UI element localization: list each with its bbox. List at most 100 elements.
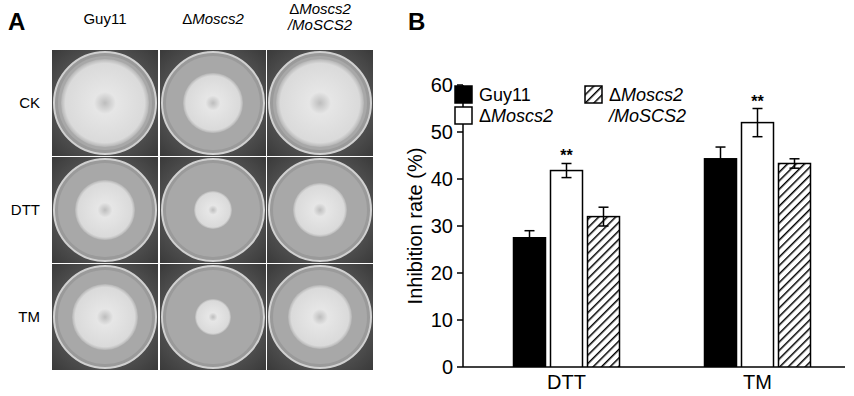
y-tick xyxy=(457,319,463,321)
bar xyxy=(779,163,811,367)
plate-background xyxy=(52,157,158,263)
colony xyxy=(288,285,352,349)
text-part: Moscs2 xyxy=(299,0,351,17)
plate-background xyxy=(267,157,373,263)
text-part: /MoSCS2 xyxy=(607,106,686,126)
y-tick xyxy=(457,272,463,274)
error-cap xyxy=(716,146,726,148)
dish-medium xyxy=(166,163,260,257)
colony xyxy=(194,191,232,229)
dish xyxy=(269,159,371,261)
y-tick-label: 60 xyxy=(431,74,453,96)
error-bar xyxy=(599,207,609,226)
dish-medium xyxy=(166,270,260,364)
plate xyxy=(267,157,373,263)
dish-medium xyxy=(58,163,152,257)
error-cap xyxy=(599,206,609,208)
legend-label: Guy11 xyxy=(479,85,531,105)
bar xyxy=(551,171,583,367)
dish xyxy=(54,159,156,261)
y-tick xyxy=(457,131,463,133)
error-cap xyxy=(562,177,572,179)
plate xyxy=(160,50,266,156)
plate-background xyxy=(160,264,266,370)
plate xyxy=(52,264,158,370)
colony xyxy=(293,183,347,237)
bar xyxy=(742,123,774,367)
column-header: ΔMoscs2 xyxy=(182,10,244,27)
text-part: Guy11 xyxy=(83,10,126,27)
plate-background xyxy=(160,50,266,156)
dish xyxy=(162,52,264,154)
row-label: DTT xyxy=(11,201,40,218)
error-bar xyxy=(562,163,572,177)
error-cap xyxy=(525,244,535,246)
text-part: Δ xyxy=(289,0,299,17)
plate-background xyxy=(160,157,266,263)
y-tick xyxy=(457,178,463,180)
text-part: Moscs2 xyxy=(621,85,683,105)
legend-label: ΔMoscs2/MoSCS2 xyxy=(607,85,686,126)
plate xyxy=(267,264,373,370)
panel-label: A xyxy=(8,8,25,35)
row-label: TM xyxy=(18,308,40,325)
text-part: Δ xyxy=(609,85,621,105)
row-label: CK xyxy=(19,94,40,111)
plate-background xyxy=(267,264,373,370)
plate xyxy=(52,50,158,156)
text-part: Δ xyxy=(479,106,491,126)
annotation: ** xyxy=(560,147,573,164)
plate-background xyxy=(267,50,373,156)
dish xyxy=(162,159,264,261)
plate xyxy=(267,50,373,156)
error-line xyxy=(603,207,605,226)
text-part: Guy11 xyxy=(479,85,531,105)
error-line xyxy=(794,159,796,168)
dish xyxy=(54,52,156,154)
y-tick-label: 50 xyxy=(431,121,453,143)
error-bar xyxy=(525,231,535,245)
text-part: /MoSCS2 xyxy=(287,16,353,33)
error-cap xyxy=(753,136,763,138)
text-part: Δ xyxy=(182,10,192,27)
x-tick-label: TM xyxy=(743,371,772,393)
legend-swatch xyxy=(455,107,472,124)
y-tick-label: 40 xyxy=(431,168,453,190)
plate-background xyxy=(52,50,158,156)
plate-background xyxy=(52,264,158,370)
plate xyxy=(160,264,266,370)
column-header: Guy11 xyxy=(83,10,126,27)
error-cap xyxy=(790,167,800,169)
dish-medium xyxy=(58,270,152,364)
error-line xyxy=(529,231,531,245)
legend-swatch xyxy=(585,86,602,103)
dish-medium xyxy=(58,56,152,150)
y-axis-label: Inhibition rate (%) xyxy=(404,148,426,305)
plate xyxy=(52,157,158,263)
error-bar xyxy=(753,109,763,137)
legend-swatch xyxy=(455,86,472,103)
legend-label: ΔMoscs2 xyxy=(479,106,553,126)
dish xyxy=(269,266,371,368)
error-bar xyxy=(790,159,800,168)
dish-medium xyxy=(166,56,260,150)
colony xyxy=(183,73,243,133)
error-line xyxy=(720,147,722,171)
error-cap xyxy=(790,158,800,160)
colony xyxy=(75,180,135,240)
bar xyxy=(514,238,546,367)
y-tick-label: 20 xyxy=(431,262,453,284)
panel-label: B xyxy=(408,8,425,35)
error-line xyxy=(566,163,568,177)
bar xyxy=(588,217,620,367)
error-cap xyxy=(525,230,535,232)
y-tick xyxy=(457,225,463,227)
text-part: Moscs2 xyxy=(192,10,244,27)
plate xyxy=(160,157,266,263)
dish xyxy=(162,266,264,368)
dish xyxy=(54,266,156,368)
x-tick-label: DTT xyxy=(547,371,586,393)
bar xyxy=(705,159,737,367)
dish-medium xyxy=(273,56,367,150)
y-tick-label: 30 xyxy=(431,215,453,237)
